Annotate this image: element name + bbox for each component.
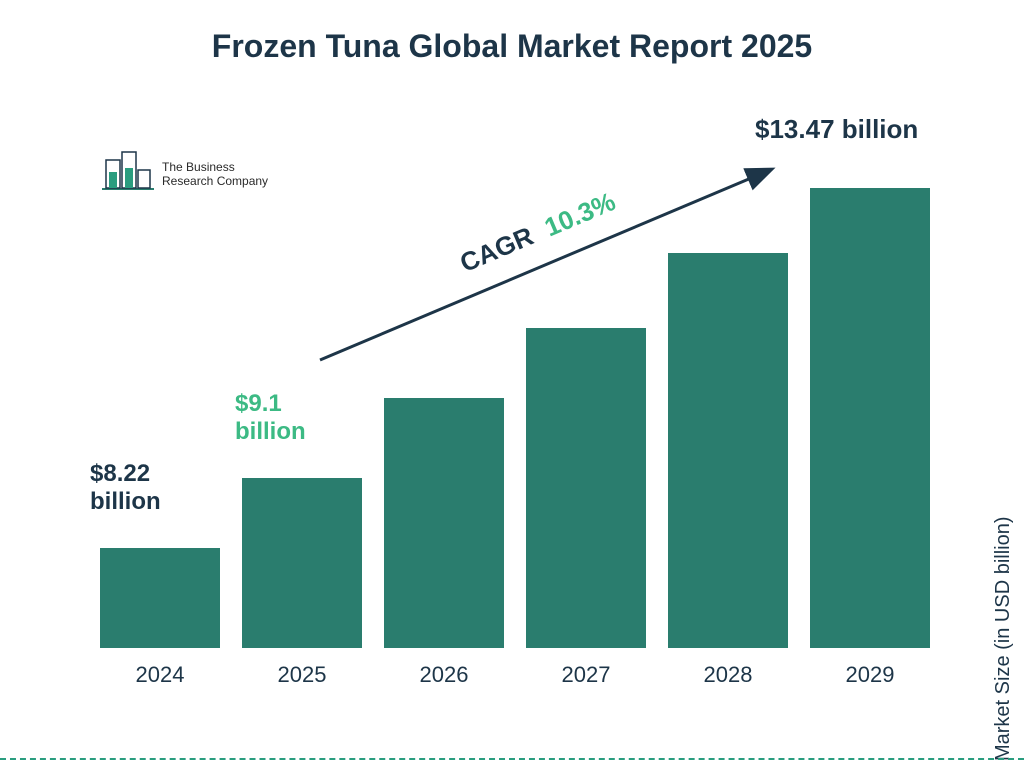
bar-2027 (526, 328, 646, 648)
bar-group-2024 (100, 548, 220, 648)
bar-group-2027 (526, 328, 646, 648)
xlabel-2026: 2026 (384, 662, 504, 688)
y-axis-label: Market Size (in USD billion) (993, 517, 1016, 762)
bars-container (100, 148, 930, 648)
xlabel-2027: 2027 (526, 662, 646, 688)
bar-2024 (100, 548, 220, 648)
bar-group-2026 (384, 398, 504, 648)
bar-2028 (668, 253, 788, 648)
chart-title: Frozen Tuna Global Market Report 2025 (0, 28, 1024, 65)
bar-2025 (242, 478, 362, 648)
bar-2026 (384, 398, 504, 648)
value-label-2024: $8.22 billion (90, 460, 190, 515)
bar-2029 (810, 188, 930, 648)
value-label-2025: $9.1 billion (235, 390, 335, 445)
value-label-2029: $13.47 billion (755, 115, 918, 145)
xlabel-2025: 2025 (242, 662, 362, 688)
x-axis: 2024 2025 2026 2027 2028 2029 (100, 662, 930, 688)
bar-group-2028 (668, 253, 788, 648)
bar-group-2029 (810, 188, 930, 648)
xlabel-2029: 2029 (810, 662, 930, 688)
xlabel-2028: 2028 (668, 662, 788, 688)
bottom-dashed-line (0, 758, 1024, 760)
xlabel-2024: 2024 (100, 662, 220, 688)
bar-group-2025 (242, 478, 362, 648)
